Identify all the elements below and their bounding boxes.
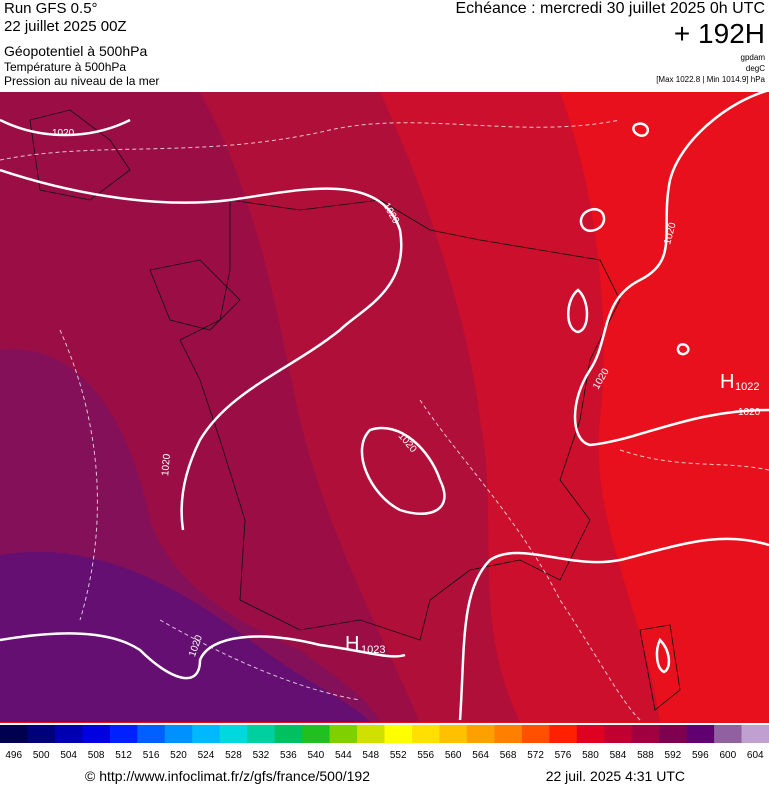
footer-time: 22 juil. 2025 4:31 UTC [546, 768, 685, 784]
isobar [655, 637, 671, 674]
scale-label: 532 [253, 750, 270, 761]
layer: Pression au niveau de la mer [4, 74, 159, 88]
scale-label: 496 [5, 750, 22, 761]
isohypse [619, 449, 769, 471]
scale-label: 536 [280, 750, 297, 761]
scale-label: 596 [692, 750, 709, 761]
isohypse [0, 119, 621, 161]
scale-label: 592 [665, 750, 682, 761]
isobar [567, 288, 589, 334]
color-swatch [576, 725, 605, 743]
color-swatch [411, 725, 440, 743]
color-swatch [384, 725, 413, 743]
scale-label: 576 [555, 750, 572, 761]
color-swatch [466, 725, 495, 743]
unit: degC [746, 64, 765, 73]
scale-label: 572 [527, 750, 544, 761]
run: Run GFS 0.5° [4, 0, 98, 17]
layer: Géopotentiel à 500hPa [4, 43, 147, 59]
color-swatch [164, 725, 193, 743]
color-swatch [302, 725, 331, 743]
scale-label: 504 [60, 750, 77, 761]
isohypse [59, 329, 98, 621]
scale-label: 524 [198, 750, 215, 761]
high-value: 1023 [361, 644, 385, 656]
scale-label: 568 [500, 750, 517, 761]
scale-label: 564 [472, 750, 489, 761]
color-swatch [659, 725, 688, 743]
isobar [0, 632, 406, 680]
coastline [29, 109, 681, 711]
high-symbol: H [720, 371, 734, 393]
isohypse [159, 619, 361, 701]
scale-label: 556 [417, 750, 434, 761]
isobar [579, 207, 606, 233]
lead-time: + 192H [674, 18, 765, 49]
color-scale: 496 500 504 508 512 516 520 524 528 532 536 540 544 5… [0, 725, 769, 761]
scale-label: 544 [335, 750, 352, 761]
color-swatch [247, 725, 276, 743]
color-swatch [137, 725, 166, 743]
valid-time: Echéance : mercredi 30 juillet 2025 0h U… [456, 0, 766, 17]
isobar [360, 426, 446, 515]
scale-label: 580 [582, 750, 599, 761]
scale-label: 552 [390, 750, 407, 761]
isobar [676, 343, 690, 356]
scale-label: 540 [307, 750, 324, 761]
color-swatch [54, 725, 83, 743]
isobar [573, 88, 769, 447]
color-swatch [604, 725, 633, 743]
isobar [0, 168, 403, 531]
scale-label: 584 [610, 750, 627, 761]
map: 1020 1020 1020 1020 1020 1020 1020 1020 … [0, 88, 769, 723]
color-swatch [219, 725, 248, 743]
scale-label: 512 [115, 750, 132, 761]
layer: Température à 500hPa [4, 60, 126, 74]
field [0, 551, 370, 722]
color-swatch [192, 725, 221, 743]
isobar-label: 1020 [738, 407, 761, 418]
isobar [0, 118, 131, 137]
color-swatch [521, 725, 550, 743]
color-swatch [439, 725, 468, 743]
run-date: 22 juillet 2025 00Z [4, 18, 127, 35]
pressure-range: [Max 1022.8 | Min 1014.9] hPa [656, 75, 765, 84]
scale-label: 520 [170, 750, 187, 761]
isobar-label: 1020 [160, 453, 173, 477]
color-swatch [741, 725, 769, 743]
isobar [632, 122, 650, 137]
color-swatch [0, 725, 28, 743]
footer-url: © http://www.infoclimat.fr/z/gfs/france/… [85, 768, 370, 784]
scale-label: 588 [637, 750, 654, 761]
scale-label: 508 [88, 750, 105, 761]
isohypse [419, 399, 641, 721]
scale-label: 604 [747, 750, 764, 761]
high-symbol: H [345, 633, 359, 655]
color-swatch [549, 725, 578, 743]
color-swatch [631, 725, 660, 743]
color-swatch [686, 725, 715, 743]
scale-label: 528 [225, 750, 242, 761]
color-swatch [82, 725, 111, 743]
color-swatch [494, 725, 523, 743]
high-value: 1022 [735, 381, 759, 393]
scale-label: 548 [362, 750, 379, 761]
color-swatch [329, 725, 358, 743]
unit: gpdam [741, 53, 766, 62]
color-swatch [27, 725, 56, 743]
scale-label: 500 [33, 750, 50, 761]
scale-label: 600 [719, 750, 736, 761]
isobar [458, 537, 769, 721]
color-swatch [714, 725, 743, 743]
color-swatch [274, 725, 303, 743]
color-swatch [109, 725, 138, 743]
color-swatch [357, 725, 385, 743]
scale-label: 516 [143, 750, 160, 761]
scale-label: 560 [445, 750, 462, 761]
isobar-label: 1020 [52, 128, 75, 139]
